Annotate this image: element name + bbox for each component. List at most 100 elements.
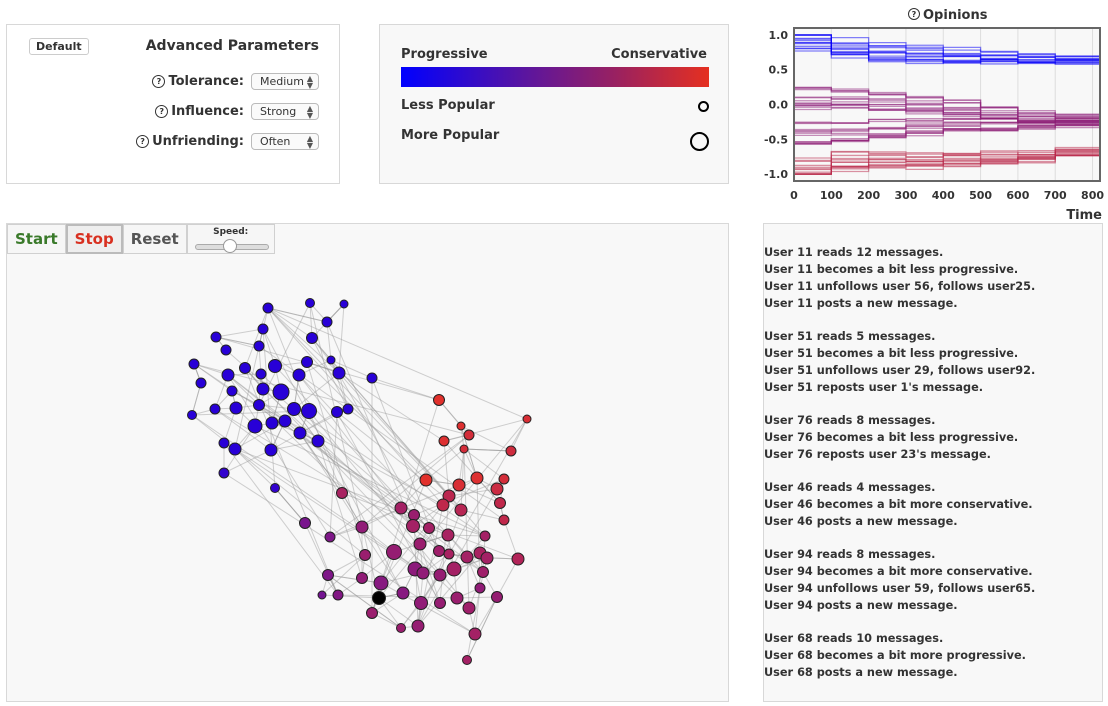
user-node[interactable] bbox=[459, 444, 469, 454]
user-node[interactable] bbox=[366, 607, 378, 619]
user-node[interactable] bbox=[305, 298, 315, 308]
user-node[interactable] bbox=[187, 410, 197, 420]
user-node[interactable] bbox=[462, 601, 476, 615]
user-node[interactable] bbox=[247, 418, 263, 434]
user-node[interactable] bbox=[522, 414, 532, 424]
user-node[interactable] bbox=[228, 442, 242, 456]
user-node[interactable] bbox=[396, 623, 406, 633]
user-node[interactable] bbox=[494, 497, 506, 509]
network-graph[interactable] bbox=[7, 224, 728, 701]
user-node[interactable] bbox=[436, 498, 450, 512]
user-node[interactable] bbox=[356, 572, 368, 584]
user-node[interactable] bbox=[446, 561, 462, 577]
user-node[interactable] bbox=[450, 591, 464, 605]
user-node[interactable] bbox=[498, 514, 510, 526]
user-node[interactable] bbox=[479, 530, 491, 542]
user-node[interactable] bbox=[301, 356, 313, 368]
user-node[interactable] bbox=[423, 522, 435, 534]
user-node[interactable] bbox=[218, 437, 230, 449]
user-node[interactable] bbox=[456, 421, 466, 431]
user-node[interactable] bbox=[372, 591, 386, 605]
user-node[interactable] bbox=[229, 401, 243, 415]
help-icon[interactable]: ? bbox=[152, 75, 166, 88]
user-node[interactable] bbox=[332, 366, 346, 380]
user-node[interactable] bbox=[210, 331, 222, 343]
influence-select[interactable]: Strong ▲ ▼ bbox=[251, 103, 319, 120]
user-node[interactable] bbox=[490, 482, 504, 496]
user-node[interactable] bbox=[433, 394, 445, 406]
unfriending-select[interactable]: Often ▲ ▼ bbox=[251, 133, 319, 150]
user-node[interactable] bbox=[386, 544, 402, 560]
user-node[interactable] bbox=[287, 402, 301, 416]
stop-button[interactable]: Stop bbox=[65, 224, 123, 254]
user-node[interactable] bbox=[293, 426, 307, 440]
user-node[interactable] bbox=[498, 473, 510, 485]
reset-button[interactable]: Reset bbox=[122, 224, 187, 254]
user-node[interactable] bbox=[221, 368, 235, 382]
user-node[interactable] bbox=[474, 582, 486, 594]
user-node[interactable] bbox=[454, 503, 468, 517]
user-node[interactable] bbox=[299, 517, 311, 529]
user-node[interactable] bbox=[441, 528, 455, 542]
user-node[interactable] bbox=[218, 467, 230, 479]
user-node[interactable] bbox=[468, 627, 482, 641]
user-node[interactable] bbox=[394, 501, 408, 515]
help-icon[interactable]: ? bbox=[155, 105, 169, 118]
user-node[interactable] bbox=[442, 489, 456, 503]
user-node[interactable] bbox=[414, 596, 428, 610]
user-node[interactable] bbox=[434, 597, 446, 609]
user-node[interactable] bbox=[209, 403, 221, 415]
user-node[interactable] bbox=[301, 403, 317, 419]
default-button[interactable]: Default bbox=[29, 38, 89, 55]
user-node[interactable] bbox=[321, 316, 333, 328]
user-node[interactable] bbox=[462, 655, 472, 665]
user-node[interactable] bbox=[272, 383, 290, 401]
user-node[interactable] bbox=[463, 429, 475, 441]
user-node[interactable] bbox=[195, 377, 207, 389]
user-node[interactable] bbox=[419, 473, 433, 487]
user-node[interactable] bbox=[262, 302, 274, 314]
user-node[interactable] bbox=[452, 478, 466, 492]
help-icon[interactable]: ? bbox=[136, 135, 150, 148]
user-node[interactable] bbox=[359, 549, 371, 561]
user-node[interactable] bbox=[270, 483, 280, 493]
user-node[interactable] bbox=[253, 399, 265, 411]
help-icon[interactable] bbox=[908, 8, 920, 20]
user-node[interactable] bbox=[406, 519, 420, 533]
user-node[interactable] bbox=[292, 368, 306, 382]
user-node[interactable] bbox=[339, 299, 349, 309]
user-node[interactable] bbox=[239, 362, 251, 374]
user-node[interactable] bbox=[311, 434, 325, 448]
user-node[interactable] bbox=[433, 568, 447, 582]
user-node[interactable] bbox=[220, 344, 232, 356]
user-node[interactable] bbox=[438, 435, 450, 447]
user-node[interactable] bbox=[331, 406, 343, 418]
user-node[interactable] bbox=[460, 550, 474, 564]
user-node[interactable] bbox=[326, 355, 336, 365]
tolerance-select[interactable]: Medium ▲ ▼ bbox=[251, 73, 319, 90]
user-node[interactable] bbox=[505, 445, 517, 457]
start-button[interactable]: Start bbox=[7, 224, 66, 254]
user-node[interactable] bbox=[332, 589, 344, 601]
speed-slider-thumb[interactable] bbox=[222, 239, 237, 253]
user-node[interactable] bbox=[411, 619, 425, 633]
user-node[interactable] bbox=[470, 471, 484, 485]
user-node[interactable] bbox=[226, 385, 238, 397]
user-node[interactable] bbox=[253, 340, 265, 352]
user-node[interactable] bbox=[324, 531, 336, 543]
user-node[interactable] bbox=[322, 569, 334, 581]
user-node[interactable] bbox=[443, 548, 455, 560]
user-node[interactable] bbox=[188, 358, 200, 370]
user-node[interactable] bbox=[278, 414, 292, 428]
user-node[interactable] bbox=[416, 566, 430, 580]
user-node[interactable] bbox=[511, 552, 525, 566]
user-node[interactable] bbox=[477, 566, 489, 578]
user-node[interactable] bbox=[268, 359, 282, 373]
user-node[interactable] bbox=[306, 332, 318, 344]
user-node[interactable] bbox=[433, 545, 445, 557]
user-node[interactable] bbox=[480, 551, 494, 565]
user-node[interactable] bbox=[491, 591, 503, 603]
user-node[interactable] bbox=[355, 520, 369, 534]
user-node[interactable] bbox=[396, 586, 410, 600]
user-node[interactable] bbox=[317, 590, 327, 600]
